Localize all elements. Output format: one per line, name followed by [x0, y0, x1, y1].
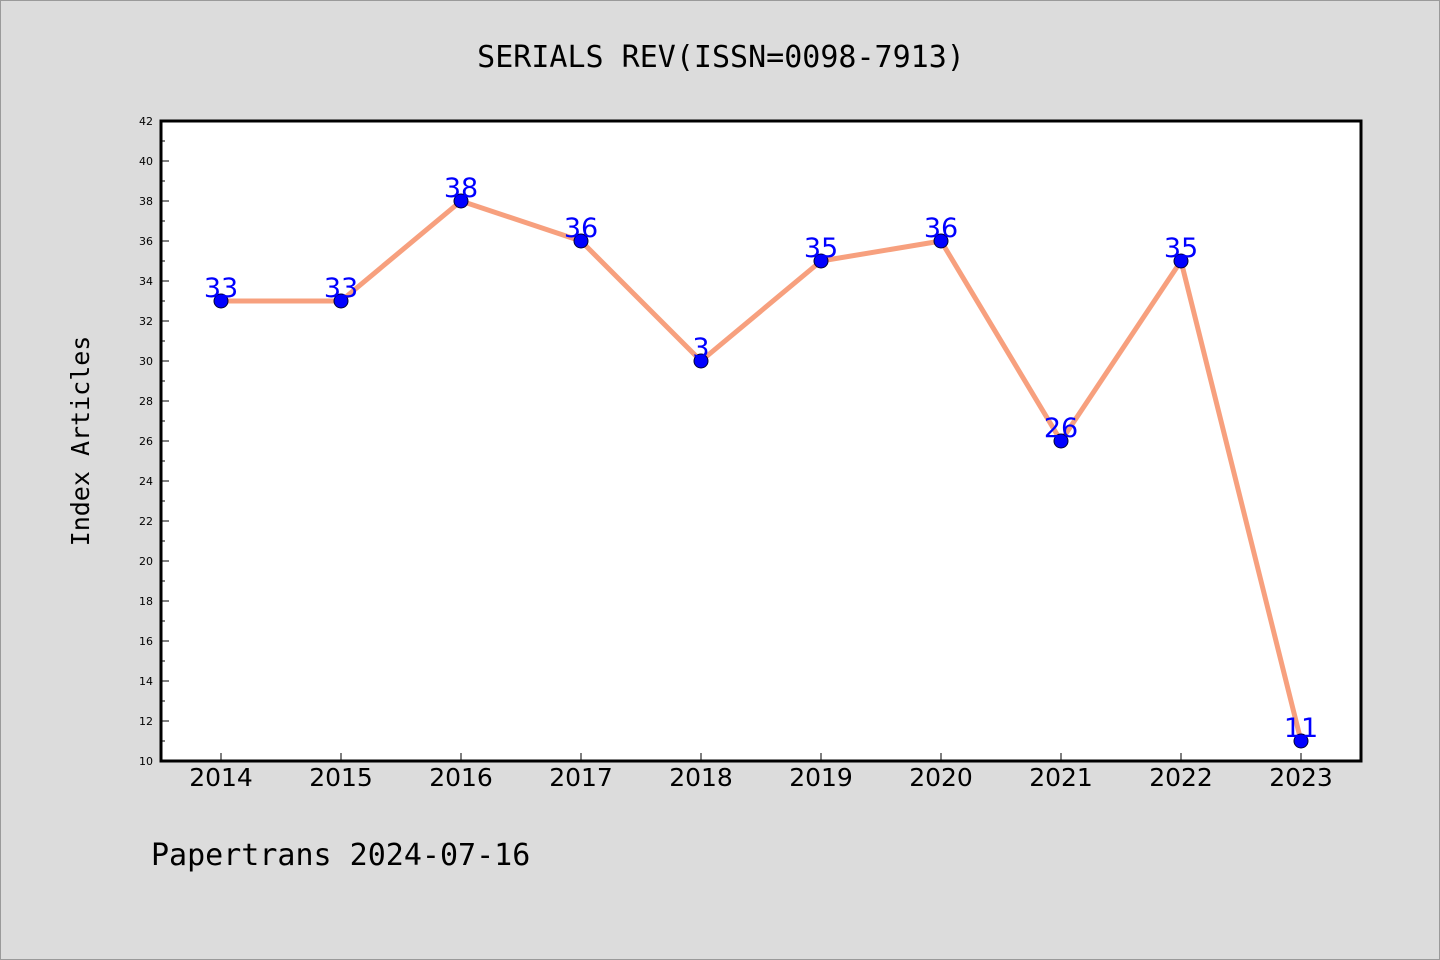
chart-title: SERIALS REV(ISSN=0098-7913) — [477, 40, 965, 75]
y-tick-label: 16 — [139, 635, 153, 648]
series-line — [218, 198, 1304, 744]
x-tick-label: 2023 — [1269, 763, 1333, 792]
x-tick-label: 2017 — [549, 763, 613, 792]
data-point — [933, 233, 949, 249]
y-tick-label: 28 — [139, 395, 153, 408]
y-tick-label: 30 — [139, 355, 153, 368]
y-axis: 10 12 14 16 18 20 22 24 26 28 30 32 34 36 38 40 42 — [139, 115, 169, 768]
x-tick-label: 2020 — [909, 763, 973, 792]
data-point — [573, 233, 589, 249]
data-label: 26 — [1044, 413, 1078, 444]
x-tick-label: 2016 — [429, 763, 493, 792]
data-point — [453, 193, 469, 209]
y-tick-label: 26 — [139, 435, 153, 448]
y-tick-label: 14 — [139, 675, 153, 688]
x-tick-label: 2019 — [789, 763, 853, 792]
data-point — [693, 353, 709, 369]
data-label: 36 — [564, 213, 598, 244]
data-label: 11 — [1284, 713, 1318, 744]
x-tick-label: 2022 — [1149, 763, 1213, 792]
y-tick-label: 34 — [139, 275, 153, 288]
y-tick-label: 10 — [139, 755, 153, 768]
x-tick-label: 2018 — [669, 763, 733, 792]
data-label: 33 — [204, 273, 238, 304]
footer-credit: Papertrans 2024-07-16 — [151, 838, 530, 873]
y-tick-label: 36 — [139, 235, 153, 248]
y-tick-label: 40 — [139, 155, 153, 168]
plot-area — [159, 119, 1363, 763]
data-point — [1293, 733, 1309, 749]
data-label: 33 — [324, 273, 358, 304]
y-tick-label: 42 — [139, 115, 153, 128]
y-tick-label: 32 — [139, 315, 153, 328]
y-tick-label: 18 — [139, 595, 153, 608]
y-tick-label: 20 — [139, 555, 153, 568]
y-tick-label: 12 — [139, 715, 153, 728]
x-tick-label: 2015 — [309, 763, 373, 792]
y-tick-label: 24 — [139, 475, 153, 488]
x-tick-label: 2014 — [189, 763, 253, 792]
data-point — [333, 293, 349, 309]
x-tick-label: 2021 — [1029, 763, 1093, 792]
data-point — [813, 253, 829, 269]
series-group: 33 33 38 36 3 35 36 26 35 11 — [204, 173, 1318, 749]
y-axis-title: Index Articles — [66, 336, 95, 547]
y-tick-label: 22 — [139, 515, 153, 528]
x-axis: 2014 2015 2016 2017 2018 2019 2020 2021 2022 2023 — [189, 753, 1333, 792]
data-label: 35 — [804, 233, 838, 264]
data-label: 35 — [1164, 233, 1198, 264]
data-point — [213, 293, 229, 309]
y-tick-label: 38 — [139, 195, 153, 208]
data-point — [1173, 253, 1189, 269]
data-point — [1053, 433, 1069, 449]
data-label: 3 — [692, 333, 709, 364]
data-label: 38 — [444, 173, 478, 204]
data-label: 36 — [924, 213, 958, 244]
